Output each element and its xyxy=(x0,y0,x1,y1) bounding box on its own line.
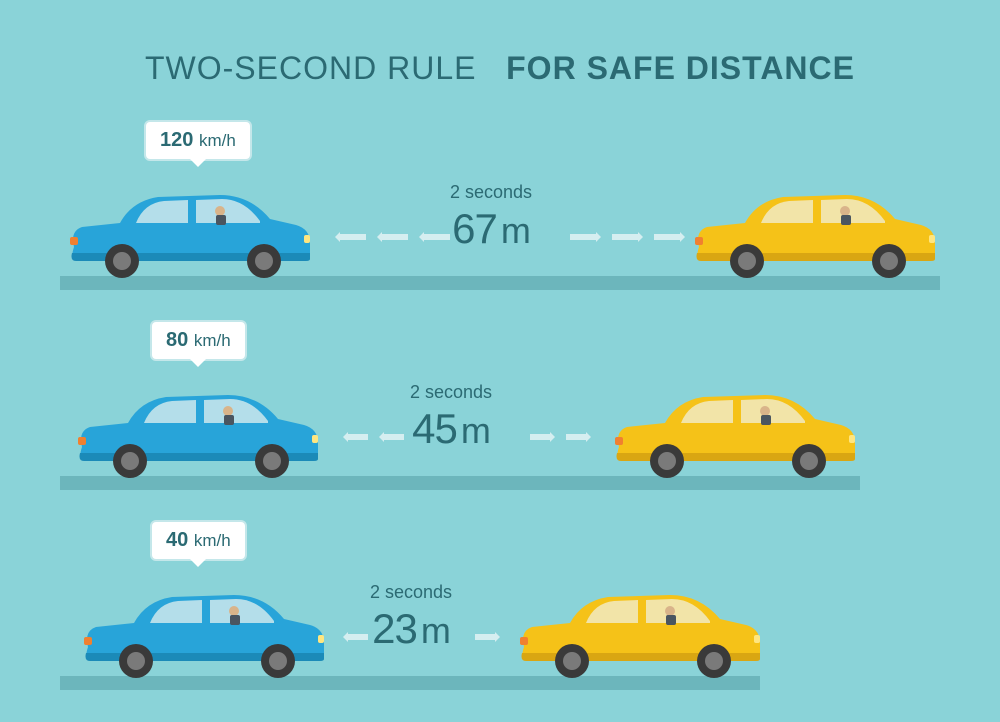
distance-block: 2 seconds 45m xyxy=(410,382,492,453)
car-leading-icon xyxy=(510,583,766,684)
distance-block: 2 seconds 23m xyxy=(370,582,452,653)
speed-value: 40 xyxy=(166,529,188,551)
distance-arrows-right xyxy=(570,232,690,242)
distance-value: 67m xyxy=(450,205,532,253)
title-part1: TWO-SECOND RULE xyxy=(145,50,476,86)
distance-block: 2 seconds 67m xyxy=(450,182,532,253)
seconds-label: 2 seconds xyxy=(370,582,452,603)
distance-unit: m xyxy=(501,210,530,251)
speed-bubble: 40 km/h xyxy=(150,520,247,561)
car-leading-icon xyxy=(685,183,941,284)
car-following-icon xyxy=(60,183,316,284)
distance-unit: m xyxy=(461,410,490,451)
distance-arrows-right xyxy=(475,632,505,642)
car-leading-icon xyxy=(605,383,861,484)
speed-unit: km/h xyxy=(194,331,231,350)
speed-unit: km/h xyxy=(199,131,236,150)
seconds-label: 2 seconds xyxy=(410,382,492,403)
seconds-label: 2 seconds xyxy=(450,182,532,203)
infographic-canvas: TWO-SECOND RULE FOR SAFE DISTANCE 120 km… xyxy=(0,0,1000,722)
distance-value: 45m xyxy=(410,405,492,453)
title: TWO-SECOND RULE FOR SAFE DISTANCE xyxy=(0,50,1000,87)
speed-bubble: 80 km/h xyxy=(150,320,247,361)
speed-bubble: 120 km/h xyxy=(144,120,252,161)
speed-value: 80 xyxy=(166,329,188,351)
car-following-icon xyxy=(74,583,330,684)
speed-unit: km/h xyxy=(194,531,231,550)
title-part2: FOR SAFE DISTANCE xyxy=(506,50,855,86)
speed-value: 120 xyxy=(160,129,193,151)
scenario-row-1: 80 km/h 2 seconds 45m xyxy=(60,320,940,490)
distance-arrows-left xyxy=(338,432,404,442)
distance-arrows-right xyxy=(530,432,596,442)
distance-arrows-left xyxy=(338,632,368,642)
car-following-icon xyxy=(68,383,324,484)
distance-arrows-left xyxy=(330,232,450,242)
scenario-row-0: 120 km/h 2 seconds 67m xyxy=(60,120,940,290)
distance-value: 23m xyxy=(370,605,452,653)
scenario-row-2: 40 km/h 2 seconds 23m xyxy=(60,520,940,690)
distance-unit: m xyxy=(421,610,450,651)
